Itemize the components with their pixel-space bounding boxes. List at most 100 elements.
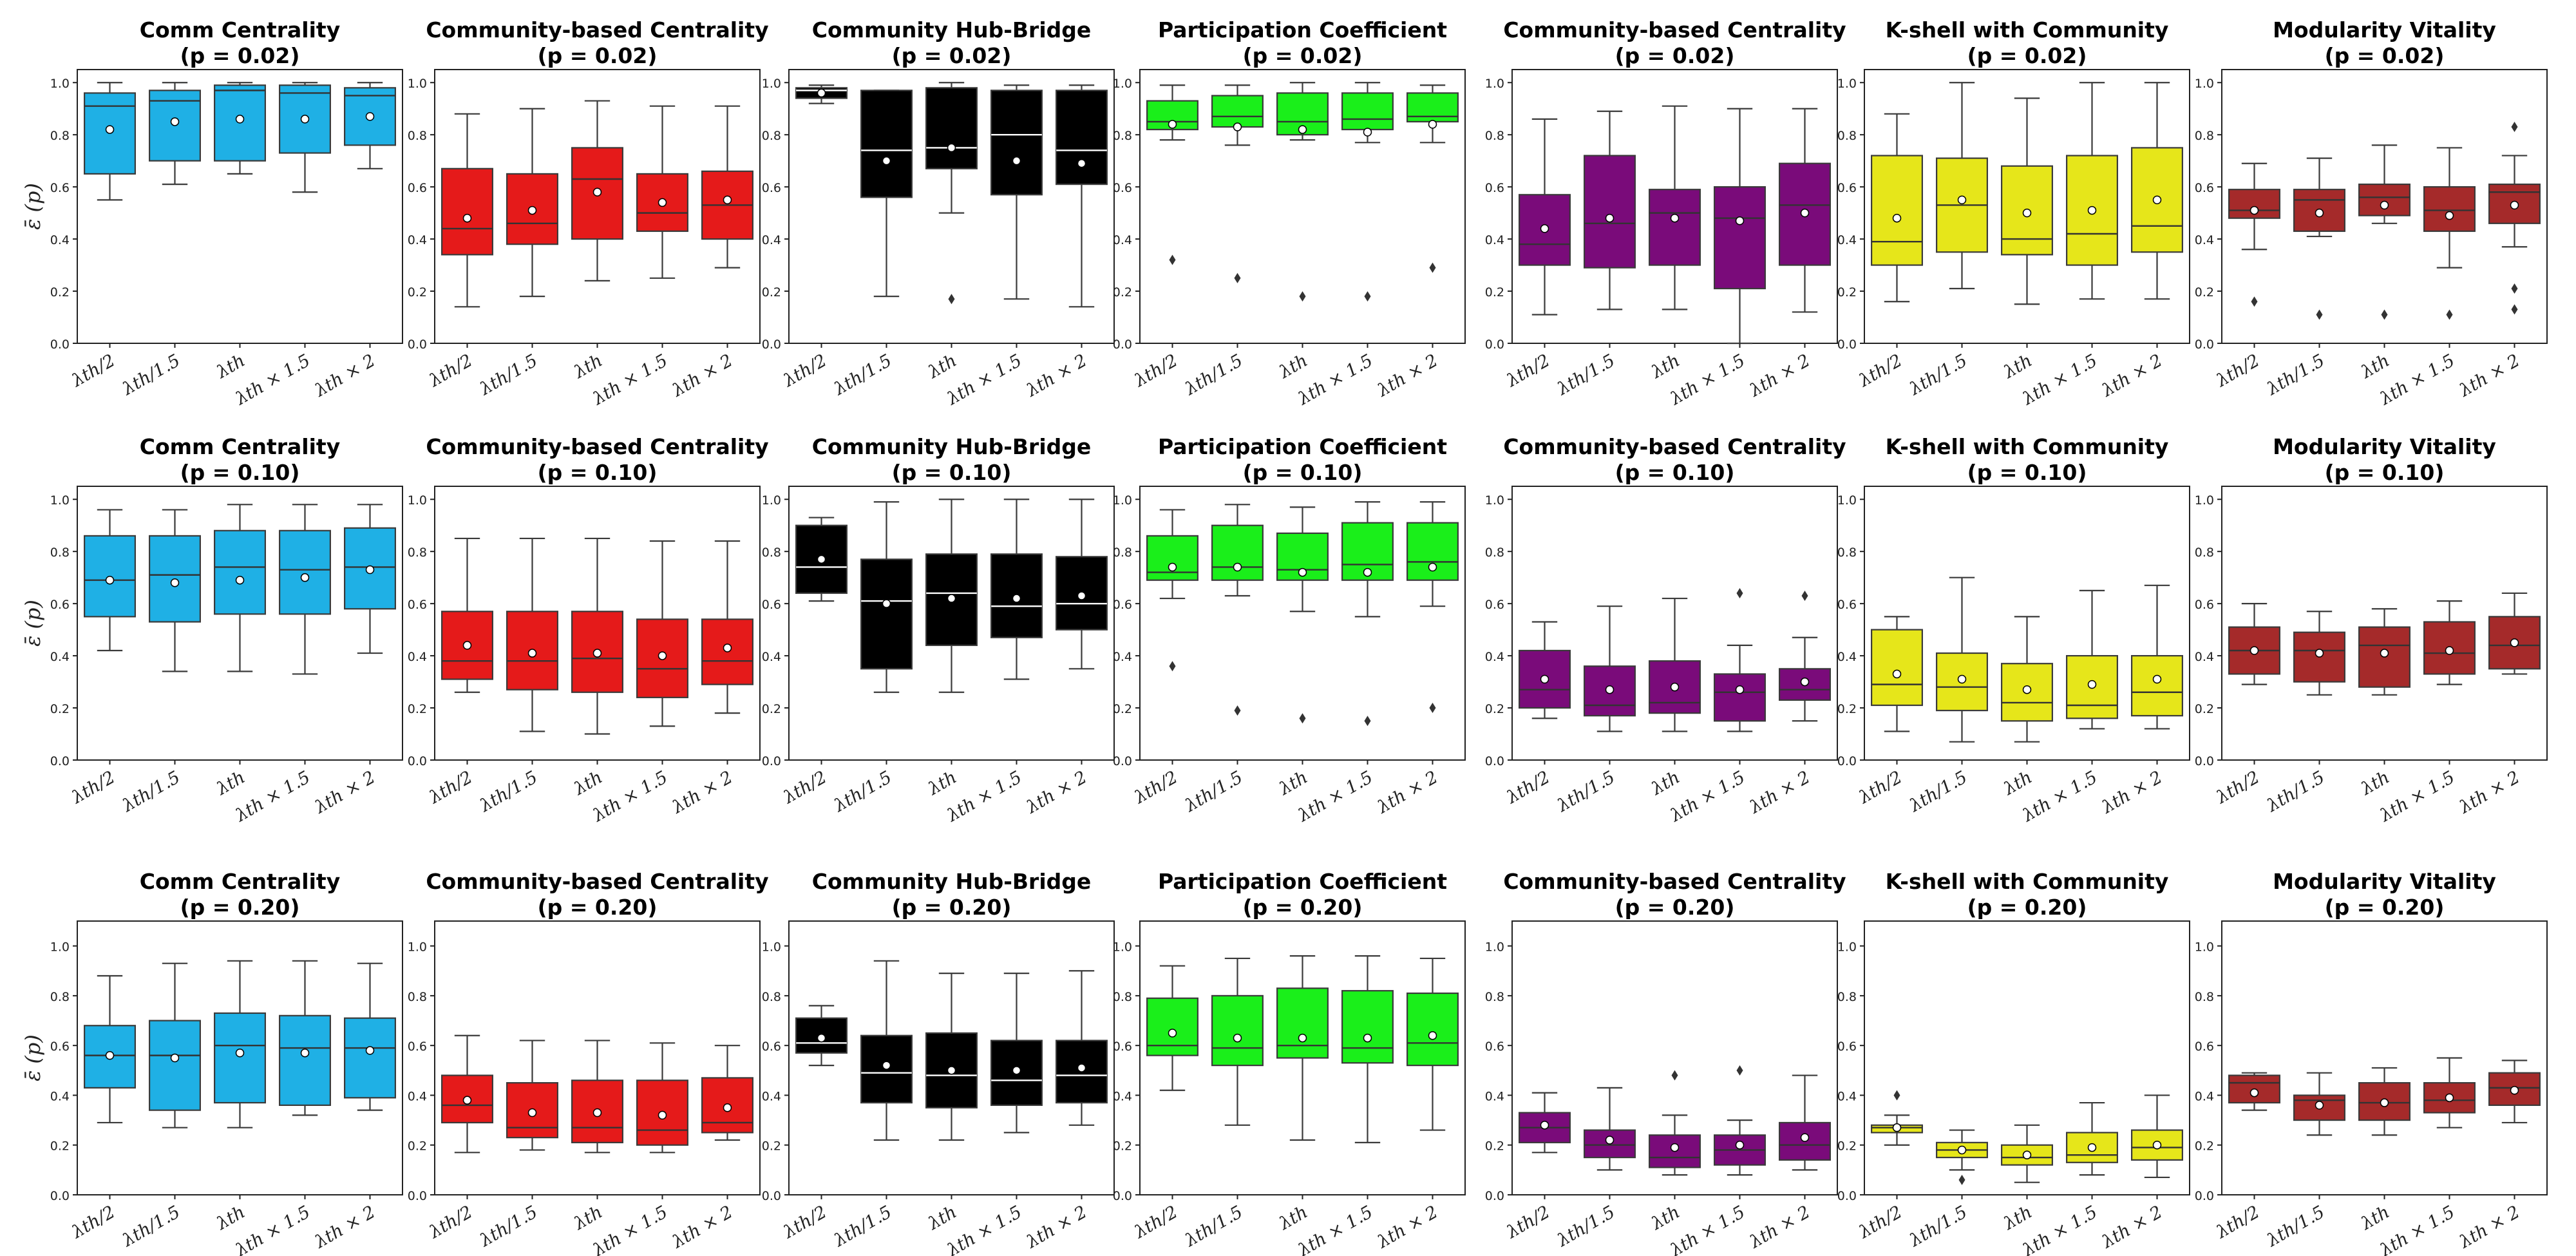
mean-marker xyxy=(1892,669,1902,679)
box-3 xyxy=(1714,587,1766,732)
panel-r0-c6: Modularity Vitality(p = 0.02) 0.0 0.2 0.4 0.… xyxy=(2195,17,2548,410)
box-4 xyxy=(1779,108,1831,313)
panel-r2-c2: Community Hub-Bridge(p = 0.20) 0.0 0.2 0.4 0… xyxy=(762,869,1115,1256)
mean-marker xyxy=(2510,200,2519,210)
x-tick-label: λth/2 xyxy=(426,767,476,808)
outlier-point xyxy=(1299,713,1306,724)
mean-marker xyxy=(2087,680,2097,689)
y-tick-label: 0.8 xyxy=(1485,546,1504,560)
iqr-box xyxy=(2423,186,2476,233)
box-1 xyxy=(860,90,913,298)
mean-marker xyxy=(817,1033,826,1043)
y-tick-label: 1.0 xyxy=(50,940,70,955)
mean-marker xyxy=(1168,1029,1177,1038)
y-tick-label: 0.4 xyxy=(2195,233,2214,247)
box-1 xyxy=(2293,157,2345,320)
y-tick-label: 0.0 xyxy=(1113,338,1132,352)
box-0 xyxy=(1146,509,1198,672)
iqr-box xyxy=(990,1040,1043,1107)
y-tick-label: 0.0 xyxy=(1113,754,1132,768)
y-tick-label: 0.2 xyxy=(1837,1139,1857,1154)
iqr-box xyxy=(1871,155,1923,266)
y-tick-label: 0.6 xyxy=(1837,1040,1857,1054)
panel-p-label: (p = 0.20) xyxy=(538,895,658,920)
x-tick-label: λth × 1.5 xyxy=(2376,1202,2458,1256)
y-tick-label: 0.6 xyxy=(1113,181,1132,195)
y-tick-label: 0.6 xyxy=(1837,181,1857,195)
box-4 xyxy=(2131,1094,2183,1179)
x-tick-label: λth xyxy=(2357,350,2393,383)
panel-p-label: (p = 0.10) xyxy=(538,460,658,485)
y-tick-label: 0.0 xyxy=(50,1189,70,1203)
y-tick-label: 0.2 xyxy=(1485,1139,1504,1154)
box-1 xyxy=(860,960,913,1141)
x-tick-label: λth × 1.5 xyxy=(943,350,1025,409)
x-tick-label: λth × 1.5 xyxy=(2019,767,2101,826)
iqr-box xyxy=(860,1034,913,1104)
x-tick-label: λth × 1.5 xyxy=(589,350,671,409)
y-tick-label: 0.2 xyxy=(1485,285,1504,300)
iqr-box xyxy=(279,529,331,615)
box-1 xyxy=(506,1040,558,1151)
x-tick-label: λth/1.5 xyxy=(1906,767,1971,816)
box-4 xyxy=(1056,84,1108,308)
y-tick-label: 0.4 xyxy=(1837,233,1857,247)
y-tick-label: 0.8 xyxy=(762,546,781,560)
x-tick-label: λth/2 xyxy=(68,1202,118,1242)
panel-title: Community-based Centrality xyxy=(426,17,768,43)
box-3 xyxy=(1341,955,1394,1143)
panel-r0-c2: Community Hub-Bridge(p = 0.02) 0.0 0.2 0.4 0… xyxy=(762,17,1115,410)
mean-marker xyxy=(527,1108,537,1118)
x-tick-label: λth xyxy=(1275,350,1311,383)
mean-marker xyxy=(1233,122,1242,131)
outlier-point xyxy=(1234,272,1241,283)
y-tick-label: 0.0 xyxy=(1837,754,1857,768)
mean-marker xyxy=(2445,646,2454,655)
x-tick-label: λth × 2 xyxy=(1023,767,1090,818)
panel-p-label: (p = 0.10) xyxy=(892,460,1012,485)
box-4 xyxy=(2131,584,2183,730)
box-0 xyxy=(795,1005,848,1067)
box-3 xyxy=(1714,108,1766,345)
iqr-box xyxy=(860,90,913,198)
mean-marker xyxy=(1892,1123,1902,1132)
mean-marker xyxy=(1428,1031,1437,1040)
box-3 xyxy=(2066,1101,2118,1176)
y-tick-label: 0.8 xyxy=(1113,990,1132,1004)
panel-title: Modularity Vitality xyxy=(2273,434,2496,459)
x-tick-label: λth xyxy=(570,767,606,799)
mean-marker xyxy=(105,125,115,134)
x-tick-label: λth xyxy=(570,1202,606,1234)
y-tick-label: 0.4 xyxy=(1837,1089,1857,1103)
y-tick-label: 0.6 xyxy=(408,181,427,195)
box-1 xyxy=(1211,84,1264,283)
box-1 xyxy=(506,537,558,732)
box-4 xyxy=(344,504,396,654)
panel-r1-c3: Participation Coefficient(p = 0.10) 0.0 0.… xyxy=(1113,434,1466,826)
y-tick-label: 0.8 xyxy=(762,129,781,143)
y-tick-label: 0.8 xyxy=(408,990,427,1004)
box-4 xyxy=(2488,1060,2541,1124)
panel-r1-c2: Community Hub-Bridge(p = 0.10) 0.0 0.2 0.4 0… xyxy=(762,434,1115,826)
mean-marker xyxy=(1298,125,1307,134)
y-tick-label: 0.8 xyxy=(1113,129,1132,143)
x-tick-label: λth × 1.5 xyxy=(232,350,314,409)
mean-marker xyxy=(1670,213,1680,223)
y-tick-label: 0.0 xyxy=(50,338,70,352)
x-tick-label: λth xyxy=(2357,767,2393,799)
panel-r1-c1: Community-based Centrality(p = 0.10) 0.0 0… xyxy=(408,434,769,826)
panel-r0-c5: K-shell with Community(p = 0.02) 0.0 0.2 0.… xyxy=(1837,17,2190,410)
box-4 xyxy=(701,1045,753,1141)
mean-marker xyxy=(300,115,310,124)
box-4 xyxy=(344,962,396,1111)
mean-marker xyxy=(723,1103,732,1112)
mean-marker xyxy=(462,213,472,223)
x-tick-label: λth/2 xyxy=(780,767,830,808)
panel-title: Modularity Vitality xyxy=(2273,17,2496,43)
mean-marker xyxy=(2315,1101,2324,1110)
y-axis-label: ε̄ (p) xyxy=(21,600,45,647)
y-tick-label: 0.0 xyxy=(762,1189,781,1203)
x-tick-label: λth/1.5 xyxy=(1553,767,1618,816)
panel-r0-c3: Participation Coefficient(p = 0.02) 0.0 0.… xyxy=(1113,17,1466,410)
box-4 xyxy=(1406,957,1459,1131)
